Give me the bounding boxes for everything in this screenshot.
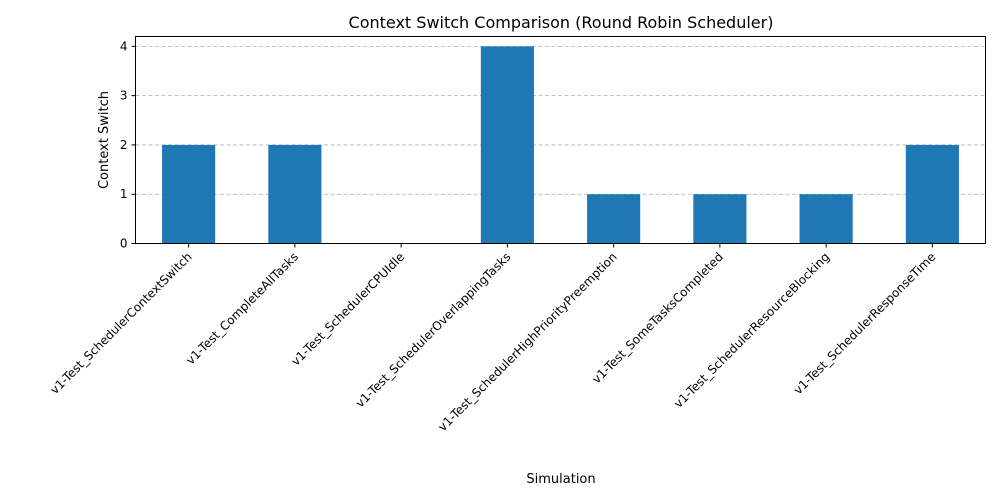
x-tick-label: v1-Test_SchedulerContextSwitch: [47, 250, 194, 397]
y-tick-label: 4: [120, 39, 128, 53]
y-tick-label: 3: [120, 89, 128, 103]
y-tick-label: 0: [120, 237, 128, 251]
y-axis-ticks: 0 1 2 3 4: [120, 39, 136, 251]
chart-title: Context Switch Comparison (Round Robin S…: [349, 13, 774, 32]
y-axis-label: Context Switch: [97, 91, 112, 189]
bar: [693, 194, 747, 244]
x-tick-label: v1-Test_SchedulerCPUIdle: [288, 250, 407, 369]
y-tick-label: 2: [120, 138, 128, 152]
bar: [162, 144, 216, 244]
x-axis-label: Simulation: [526, 472, 595, 487]
x-axis-ticks: v1-Test_SchedulerContextSwitchv1-Test_Co…: [47, 243, 938, 434]
grid-lines: [135, 45, 986, 195]
bar: [268, 144, 322, 244]
x-tick-label: v1-Test_SchedulerHighPriorityPreemption: [435, 250, 619, 434]
bar: [799, 194, 853, 244]
bar: [480, 46, 534, 244]
bar: [587, 194, 641, 244]
y-tick-label: 1: [120, 187, 128, 201]
bars: [162, 46, 959, 244]
bar: [905, 144, 959, 244]
plot-frame: [135, 36, 986, 244]
x-tick-label: v1-Test_CompleteAllTasks: [183, 250, 301, 368]
